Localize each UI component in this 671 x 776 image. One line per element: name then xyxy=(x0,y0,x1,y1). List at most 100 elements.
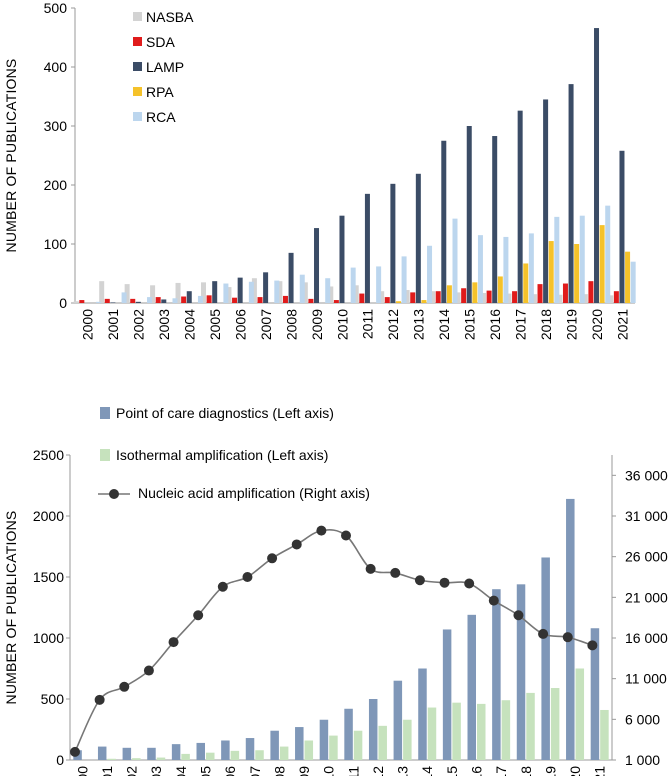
chart-1-bar-nasba xyxy=(608,295,614,303)
chart-1-bar-sda xyxy=(181,296,187,303)
chart-1-bar-sda xyxy=(359,293,365,303)
chart-1-bar-rca xyxy=(248,281,254,303)
chart-1-bar-lamp xyxy=(619,150,625,303)
chart-2-bar-point-of-care xyxy=(368,699,378,760)
chart-1-bar-rpa xyxy=(599,225,605,303)
chart-1-bar-nasba xyxy=(201,282,206,303)
chart-2-right-tick-label: 36 000 xyxy=(625,467,668,483)
chart-1-legend-label: LAMP xyxy=(146,59,184,75)
chart-1-bar-lamp xyxy=(568,84,574,303)
chart-1-y-tick-label: 0 xyxy=(59,295,67,311)
chart-2-bar-point-of-care xyxy=(566,498,575,760)
chart-1-x-tick-label: 2020 xyxy=(589,309,605,340)
chart-2-bar-point-of-care xyxy=(245,738,255,760)
chart-1-bar-sda xyxy=(537,284,543,303)
chart-1-bar-lamp xyxy=(186,291,192,303)
chart-2-x-tick-label: 2017 xyxy=(493,766,509,776)
chart-2-bar-isothermal xyxy=(378,725,387,760)
chart-2-left-tick-label: 2500 xyxy=(33,447,64,463)
chart-1-bar-rca xyxy=(299,274,305,303)
chart-2-bar-isothermal xyxy=(255,750,264,760)
chart-1-bar-sda xyxy=(308,298,314,303)
chart-1-bar-rca xyxy=(630,261,636,303)
chart-2-bar-point-of-care xyxy=(295,727,304,760)
chart-1-bar-lamp xyxy=(517,110,523,303)
chart-1-y-tick-label: 400 xyxy=(44,59,68,75)
chart-2-bar-isothermal xyxy=(501,700,511,760)
chart-1-x-tick-label: 2018 xyxy=(538,309,554,340)
chart-1-bar-rca xyxy=(274,280,280,303)
chart-1-bar-lamp xyxy=(161,299,167,303)
chart-1-bar-lamp xyxy=(543,99,549,303)
chart-1-bar-nasba xyxy=(557,294,563,303)
chart-1-bar-sda xyxy=(206,295,212,303)
chart-2-legend-marker xyxy=(109,489,119,499)
chart-2-x-tick-label: 2013 xyxy=(395,766,411,776)
chart-1-x-tick-label: 2003 xyxy=(156,309,172,340)
chart-2-right-tick-label: 6 000 xyxy=(625,711,660,727)
chart-2-x-tick-label: 2011 xyxy=(345,766,361,776)
chart-1-bar-sda xyxy=(562,283,568,303)
chart-2-line-point xyxy=(562,632,573,643)
chart-1-bar-lamp xyxy=(288,252,294,303)
chart-1-bar-rca xyxy=(376,266,382,303)
chart-2-left-tick-label: 2000 xyxy=(33,508,64,524)
chart-2-line-point xyxy=(94,694,105,705)
chart-2-bar-point-of-care xyxy=(122,747,132,760)
chart-1-bar-sda xyxy=(232,297,238,303)
chart-1-bar-lamp xyxy=(314,228,320,303)
chart-1-bar-nasba xyxy=(124,284,130,303)
chart-1-bar-rca xyxy=(401,256,407,303)
chart-1-bar-nasba xyxy=(582,294,588,303)
chart-2-bar-point-of-care xyxy=(97,746,107,760)
chart-1-bar-nasba xyxy=(251,278,257,303)
chart-2-bar-isothermal xyxy=(452,702,461,760)
chart-1-bar-rca xyxy=(427,245,433,303)
chart-1-y-tick-label: 300 xyxy=(44,118,68,134)
chart-1-bar-nasba xyxy=(73,301,79,303)
chart-2-bar-point-of-care xyxy=(590,628,600,760)
chart-1-bar-lamp xyxy=(237,277,243,303)
chart-2-x-tick-label: 2000 xyxy=(74,766,90,776)
chart-2-x-tick-label: 2002 xyxy=(124,766,140,776)
chart-2-x-tick-label: 2007 xyxy=(247,766,263,776)
chart-1-x-tick-label: 2001 xyxy=(105,309,121,340)
chart-1-bar-nasba xyxy=(99,281,105,303)
chart-1-bar-sda xyxy=(588,281,594,303)
chart-1-bar-nasba xyxy=(430,291,436,303)
chart-1-bar-lamp xyxy=(415,173,421,303)
chart-1-x-tick-label: 2019 xyxy=(563,309,579,340)
chart-2-x-tick-label: 2010 xyxy=(321,766,337,776)
chart-2-bar-isothermal xyxy=(304,740,314,760)
chart-2-bar-isothermal xyxy=(353,730,363,760)
chart-1-bar-lamp xyxy=(441,140,447,303)
chart-1-bar-nasba xyxy=(150,285,156,303)
chart-2-bar-isothermal xyxy=(156,757,166,760)
chart-1-x-tick-label: 2002 xyxy=(131,309,147,340)
chart-2-line-point xyxy=(70,746,80,757)
chart-2-line-point xyxy=(267,553,278,564)
chart-1-bar-rpa xyxy=(472,282,478,303)
chart-1-bar-rpa xyxy=(523,263,529,303)
chart-1-bar-lamp xyxy=(492,136,498,303)
chart-2-legend-swatch xyxy=(100,449,110,461)
chart-1-bar-nasba xyxy=(379,291,385,303)
chart-1-bar-sda xyxy=(282,295,288,303)
chart-1-bar-rca xyxy=(350,267,356,303)
chart-1-bar-nasba xyxy=(175,282,181,303)
chart-2-bar-point-of-care xyxy=(393,680,403,760)
chart-1-x-tick-label: 2010 xyxy=(334,309,350,340)
chart-2-left-tick-label: 1500 xyxy=(33,569,64,585)
chart-1-x-tick-label: 2013 xyxy=(411,309,427,340)
chart-1-bar-rpa xyxy=(395,301,401,303)
chart-2-bar-isothermal xyxy=(206,752,215,760)
chart-1-bar-rpa xyxy=(625,251,631,303)
chart-1-y-tick-label: 100 xyxy=(44,236,68,252)
chart-1-bar-lamp xyxy=(594,28,600,304)
chart-1-bar-rpa xyxy=(497,276,503,303)
chart-2-line-point xyxy=(414,575,425,586)
chart-1-x-tick-label: 2017 xyxy=(512,309,528,340)
chart-2-right-tick-label: 26 000 xyxy=(625,549,668,565)
chart-1-bar-rpa xyxy=(421,300,427,303)
